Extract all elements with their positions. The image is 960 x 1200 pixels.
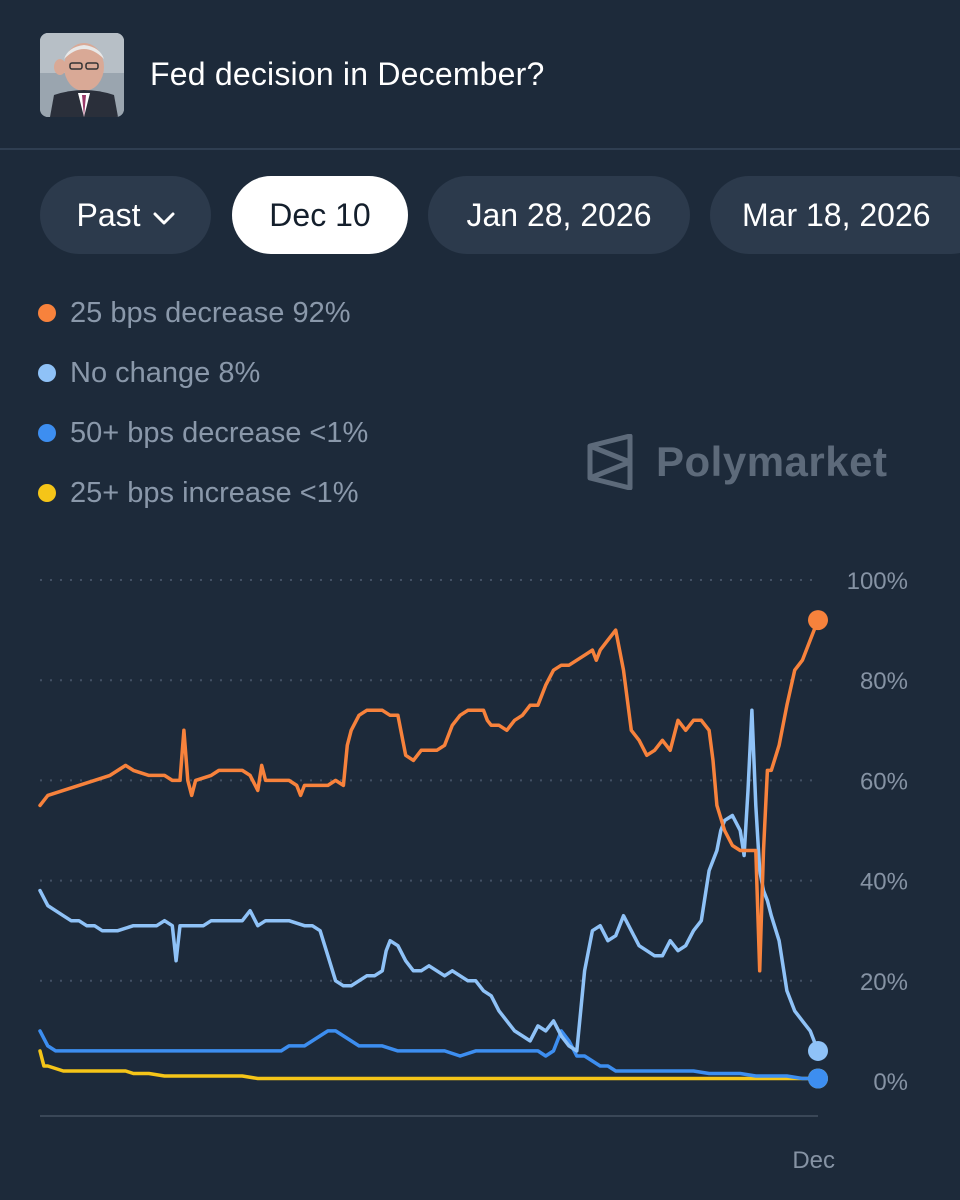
date-tabs: Past Dec 10 Jan 28, 2026 Mar 18, 2026	[40, 176, 960, 254]
tab-label: Jan 28, 2026	[466, 196, 652, 233]
series-endpoint-dot	[808, 1068, 828, 1089]
series-line-no-change	[38, 708, 820, 1053]
legend-item: 25+ bps increase <1%	[38, 463, 368, 523]
tab-label: Past	[76, 196, 141, 233]
legend-item: 25 bps decrease 92%	[38, 283, 368, 343]
tab-past-dropdown[interactable]: Past	[40, 176, 211, 254]
chart-legend: 25 bps decrease 92% No change 8% 50+ bps…	[38, 283, 368, 523]
tab-label: Mar 18, 2026	[742, 196, 931, 233]
avatar-portrait-image	[40, 33, 124, 117]
series-endpoints	[808, 610, 828, 1089]
series-endpoint-dot	[808, 1040, 828, 1061]
series-line-50-bps-decrease	[38, 1029, 820, 1081]
y-tick-label: 0%	[873, 1069, 908, 1096]
chart-series	[38, 618, 820, 1081]
legend-label: 50+ bps decrease <1%	[70, 416, 369, 449]
legend-dot-icon	[38, 484, 56, 502]
legend-item: 50+ bps decrease <1%	[38, 403, 368, 463]
y-tick-label: 20%	[860, 969, 908, 996]
chevron-down-icon	[153, 197, 175, 234]
x-tick-label: Dec	[792, 1147, 835, 1174]
probability-chart[interactable]: 100% 80% 60% 40% 20% 0% Dec	[0, 540, 960, 1200]
y-tick-label: 60%	[860, 768, 908, 795]
y-axis-ticks: 100% 80% 60% 40% 20% 0%	[847, 568, 908, 1096]
y-tick-label: 80%	[860, 668, 908, 695]
y-tick-label: 100%	[847, 568, 908, 595]
tab-mar-18-2026[interactable]: Mar 18, 2026	[710, 176, 960, 254]
y-tick-label: 40%	[860, 869, 908, 896]
legend-dot-icon	[38, 424, 56, 442]
series-line-25-bps-decrease	[38, 618, 820, 973]
polymarket-logo-icon	[587, 434, 633, 490]
legend-label: 25+ bps increase <1%	[70, 476, 359, 509]
tab-label: Dec 10	[269, 196, 371, 233]
series-endpoint-dot	[808, 610, 828, 631]
market-title: Fed decision in December?	[150, 56, 545, 92]
series-line-25-bps-increase	[38, 1049, 820, 1081]
market-header: Fed decision in December?	[0, 0, 960, 150]
legend-dot-icon	[38, 364, 56, 382]
watermark-text: Polymarket	[656, 438, 888, 485]
legend-label: No change 8%	[70, 356, 261, 389]
tab-jan-28-2026[interactable]: Jan 28, 2026	[428, 176, 690, 254]
polymarket-watermark: Polymarket	[586, 432, 887, 492]
legend-item: No change 8%	[38, 343, 368, 403]
tab-dec-10[interactable]: Dec 10	[232, 176, 408, 254]
legend-dot-icon	[38, 304, 56, 322]
legend-label: 25 bps decrease 92%	[70, 296, 351, 329]
market-avatar	[40, 33, 124, 117]
x-axis-ticks: Dec	[792, 1147, 835, 1174]
